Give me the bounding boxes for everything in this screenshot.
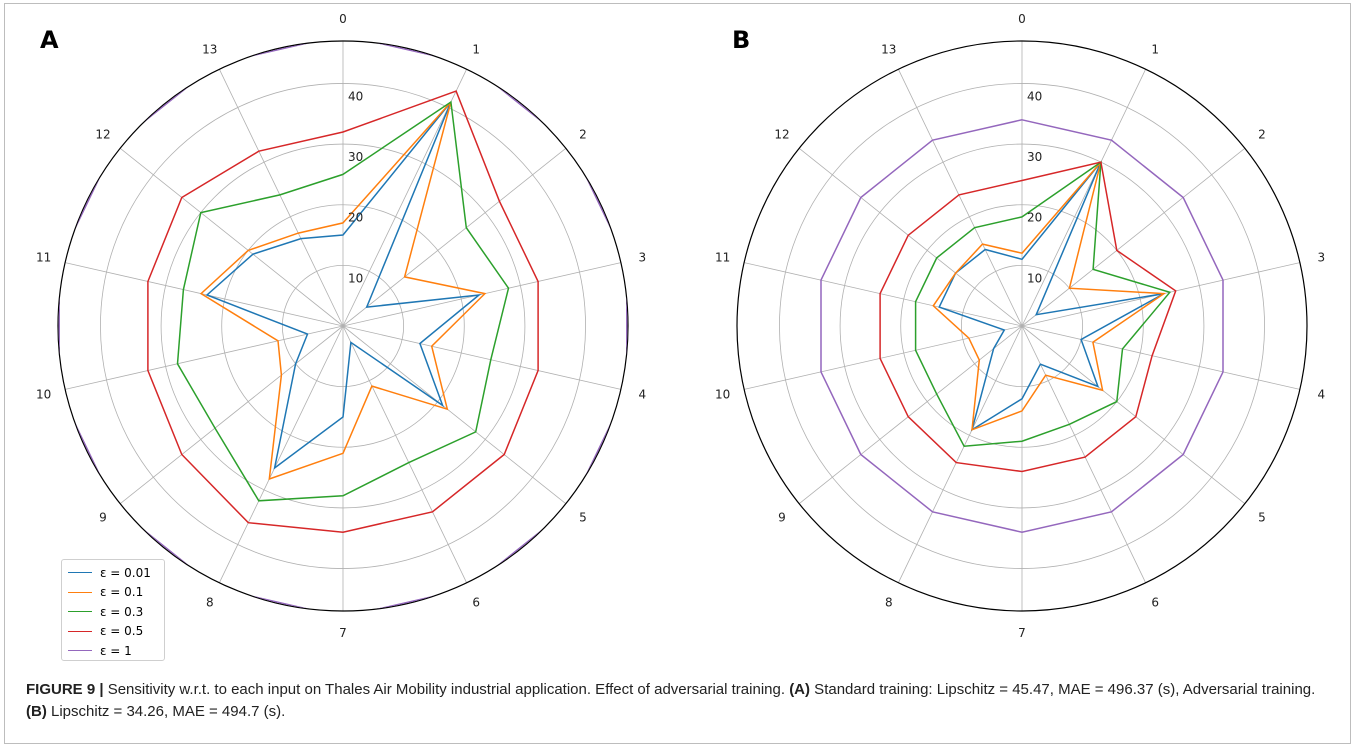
series-line-1 (205, 101, 482, 470)
panel-label-a: A (40, 26, 59, 54)
angular-gridline (897, 69, 1023, 327)
angular-gridline (1021, 325, 1147, 583)
legend-item: ε = 0.3 (68, 602, 164, 622)
angular-gridline (798, 147, 1023, 327)
angular-gridline (65, 262, 344, 327)
angular-gridline (342, 147, 567, 327)
legend-swatch (68, 650, 92, 652)
category-label: 9 (778, 510, 786, 524)
series-line-3 (914, 160, 1172, 447)
radial-tick-label: 10 (1027, 271, 1042, 285)
legend-label: ε = 0.01 (100, 565, 151, 580)
angular-gridline (218, 325, 344, 583)
category-label: 1 (1151, 42, 1159, 56)
legend-item: ε = 0.5 (68, 622, 164, 642)
category-label: 12 (774, 128, 789, 142)
radial-tick-label: 20 (1027, 211, 1042, 225)
series-line-2 (199, 101, 487, 481)
legend-swatch (68, 630, 92, 632)
category-label: 5 (579, 510, 587, 524)
radial-tick-label: 30 (1027, 150, 1042, 164)
radial-tick-label: 40 (1027, 89, 1042, 103)
legend-label: ε = 0.3 (100, 604, 144, 619)
category-label: 13 (202, 42, 217, 56)
angular-gridline (342, 262, 621, 327)
category-label: 0 (339, 12, 347, 26)
angular-gridline (1021, 325, 1300, 390)
category-label: 12 (95, 128, 110, 142)
legend-label: ε = 0.5 (100, 624, 144, 639)
polar-frame (57, 40, 629, 612)
category-label: 10 (36, 387, 51, 401)
series-line-5 (820, 119, 1224, 533)
radial-tick-label: 10 (348, 271, 363, 285)
figure-frame (4, 3, 1351, 744)
legend: ε = 0.01 ε = 0.1 ε = 0.3 ε = 0.5 ε = 1 (61, 559, 165, 661)
category-label: 3 (638, 251, 646, 265)
angular-gridline (1021, 325, 1246, 505)
series-line-3 (176, 100, 510, 502)
angular-gridline (798, 325, 1023, 505)
series-line-2 (932, 161, 1167, 431)
category-label: 9 (99, 510, 107, 524)
category-label: 13 (881, 42, 896, 56)
category-label: 5 (1258, 510, 1266, 524)
legend-item: ε = 0.1 (68, 583, 164, 603)
legend-swatch (68, 611, 92, 613)
series-line-4 (879, 161, 1177, 473)
caption-part1: Sensitivity w.r.t. to each input on Thal… (103, 681, 790, 698)
category-label: 4 (638, 387, 646, 401)
caption-label: FIGURE 9 | (26, 681, 104, 698)
category-label: 8 (206, 596, 214, 610)
category-label: 2 (1258, 128, 1266, 142)
angular-gridline (744, 325, 1023, 390)
category-label: 10 (715, 387, 730, 401)
category-label: 8 (885, 596, 893, 610)
caption-ref-a: (A) (789, 681, 811, 698)
angular-gridline (1021, 147, 1246, 327)
radial-tick-label: 40 (348, 89, 363, 103)
category-label: 11 (715, 251, 730, 265)
angular-gridline (119, 147, 344, 327)
legend-item: ε = 0.01 (68, 563, 164, 583)
panel-label-b: B (732, 26, 751, 54)
angular-gridline (119, 325, 344, 505)
category-label: 11 (36, 251, 51, 265)
legend-swatch (68, 591, 92, 593)
radial-tick-label: 20 (348, 211, 363, 225)
series-line-4 (147, 90, 539, 533)
angular-gridline (342, 325, 567, 505)
category-label: 7 (339, 626, 347, 640)
angular-gridline (897, 325, 1023, 583)
angular-gridline (744, 262, 1023, 327)
caption-ref-b: (B) (26, 703, 47, 720)
caption-part2: Standard training: Lipschitz = 45.47, MA… (810, 681, 1316, 698)
legend-item: ε = 1 (68, 641, 164, 661)
angular-gridline (342, 325, 468, 583)
category-label: 6 (1151, 596, 1159, 610)
category-label: 2 (579, 128, 587, 142)
category-label: 0 (1018, 12, 1026, 26)
category-label: 1 (472, 42, 480, 56)
legend-swatch (68, 572, 92, 574)
category-label: 3 (1317, 251, 1325, 265)
polar-frame (736, 40, 1308, 612)
angular-gridline (65, 325, 344, 390)
angular-gridline (1021, 69, 1147, 327)
category-label: 4 (1317, 387, 1325, 401)
series-line-1 (938, 161, 1165, 432)
category-label: 6 (472, 596, 480, 610)
figure-caption: FIGURE 9 | Sensitivity w.r.t. to each in… (26, 679, 1326, 723)
legend-label: ε = 0.1 (100, 585, 144, 600)
angular-gridline (218, 69, 344, 327)
legend-label: ε = 1 (100, 643, 132, 658)
angular-gridline (342, 325, 621, 390)
radial-tick-label: 30 (348, 150, 363, 164)
category-label: 7 (1018, 626, 1026, 640)
caption-part3: Lipschitz = 34.26, MAE = 494.7 (s). (46, 703, 286, 720)
